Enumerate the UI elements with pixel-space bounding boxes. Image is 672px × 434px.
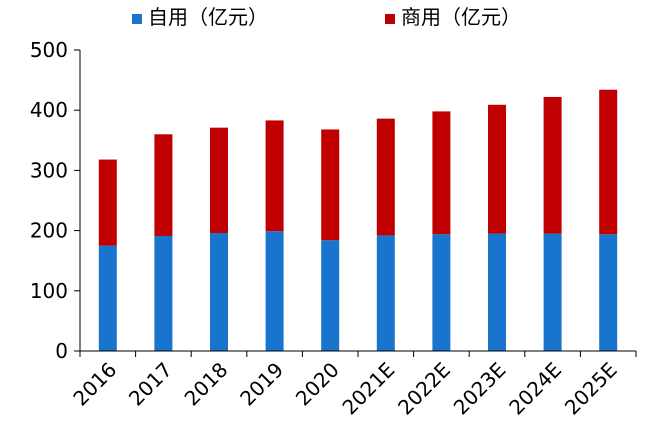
y-axis-ticks: 0 100 200 300 400 500 — [30, 38, 80, 363]
bar-commercial-2024E — [543, 96, 562, 234]
bar-self-use-2023E — [488, 233, 506, 351]
legend-swatch — [132, 14, 142, 24]
y-tick-label: 0 — [55, 339, 68, 363]
x-tick-label: 2019 — [235, 358, 288, 411]
x-tick-label: 2016 — [68, 358, 121, 411]
bar-self-use-2020 — [321, 240, 340, 351]
bar-commercial-2023E — [488, 104, 506, 234]
legend-label: 商用（亿元） — [401, 5, 521, 29]
y-tick-label: 300 — [30, 158, 68, 182]
bar-commercial-2022E — [432, 111, 451, 235]
x-tick-label: 2024E — [504, 358, 566, 420]
bar-self-use-2016 — [98, 245, 117, 351]
x-tick-label: 2021E — [337, 358, 399, 420]
bar-self-use-2021E — [376, 235, 395, 351]
bars — [98, 89, 618, 351]
bar-commercial-2017 — [154, 134, 173, 237]
bar-self-use-2019 — [265, 231, 284, 351]
x-tick-label: 2025E — [560, 358, 622, 420]
bar-commercial-2016 — [98, 159, 117, 246]
y-tick-label: 200 — [30, 219, 68, 243]
bar-self-use-2025E — [599, 234, 618, 351]
y-tick-label: 400 — [30, 98, 68, 122]
legend: 自用（亿元） 商用（亿元） — [132, 5, 521, 29]
bar-commercial-2018 — [210, 127, 228, 234]
bar-commercial-2020 — [321, 129, 340, 241]
bar-self-use-2018 — [210, 233, 228, 351]
legend-label: 自用（亿元） — [148, 5, 268, 29]
y-tick-label: 100 — [30, 279, 68, 303]
x-tick-label: 2022E — [393, 358, 455, 420]
legend-swatch — [385, 14, 395, 24]
y-tick-label: 500 — [30, 38, 68, 62]
x-tick-label: 2017 — [124, 358, 177, 411]
bar-self-use-2022E — [432, 234, 451, 351]
x-tick-label: 2023E — [449, 358, 511, 420]
x-axis-ticks: 2016 2017 2018 2019 20202021E2022E2023E2024E… — [68, 351, 637, 420]
bar-commercial-2021E — [376, 118, 395, 236]
x-tick-label: 2018 — [180, 358, 233, 411]
bar-self-use-2024E — [543, 233, 562, 351]
bar-commercial-2025E — [599, 89, 618, 235]
x-tick-label: 2020 — [291, 358, 344, 411]
bar-commercial-2019 — [265, 120, 284, 232]
bar-self-use-2017 — [154, 236, 173, 351]
